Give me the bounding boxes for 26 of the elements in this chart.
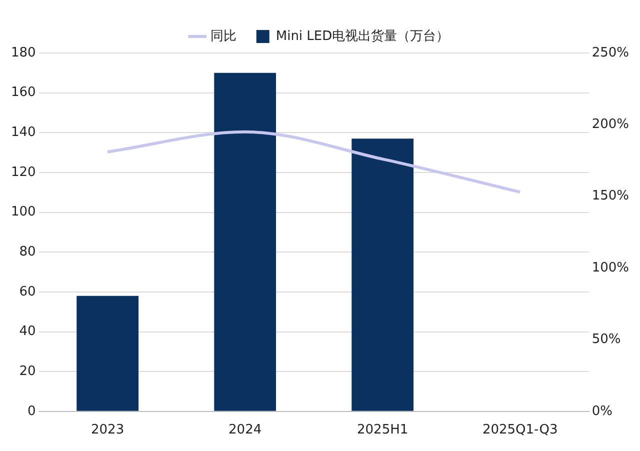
line-series	[106, 130, 522, 194]
y-tick-label: 180	[10, 45, 36, 60]
x-tick-label: 2023	[91, 422, 124, 438]
y-tick-label: 20	[19, 364, 36, 379]
y-tick-label: 140	[10, 125, 36, 140]
x-tick-label: 2025Q1-Q3	[482, 422, 558, 438]
y-tick-label: 0	[28, 404, 36, 419]
x-tick-label: 2024	[228, 422, 262, 438]
y-tick-label: 60	[19, 284, 36, 300]
y2-tick-label: 100%	[592, 260, 630, 276]
y2-tick-label: 50%	[592, 332, 621, 348]
y-tick-label: 80	[19, 244, 36, 260]
y2-tick-label: 250%	[592, 45, 630, 60]
y2-tick-label: 200%	[592, 117, 630, 132]
x-tick-label: 2025H1	[357, 422, 408, 438]
y-tick-label: 100	[10, 204, 36, 220]
legend-label: Mini LED电视出货量（万台）	[276, 28, 450, 44]
legend-label: 同比	[210, 28, 236, 44]
bar	[352, 138, 414, 411]
y2-tick-label: 150%	[592, 188, 630, 204]
bar	[214, 72, 276, 411]
y-tick-label: 160	[10, 85, 36, 100]
y2-tick-label: 0%	[592, 404, 612, 419]
y-tick-label: 40	[19, 324, 36, 340]
bar	[76, 296, 139, 411]
y-tick-label: 120	[10, 164, 36, 180]
